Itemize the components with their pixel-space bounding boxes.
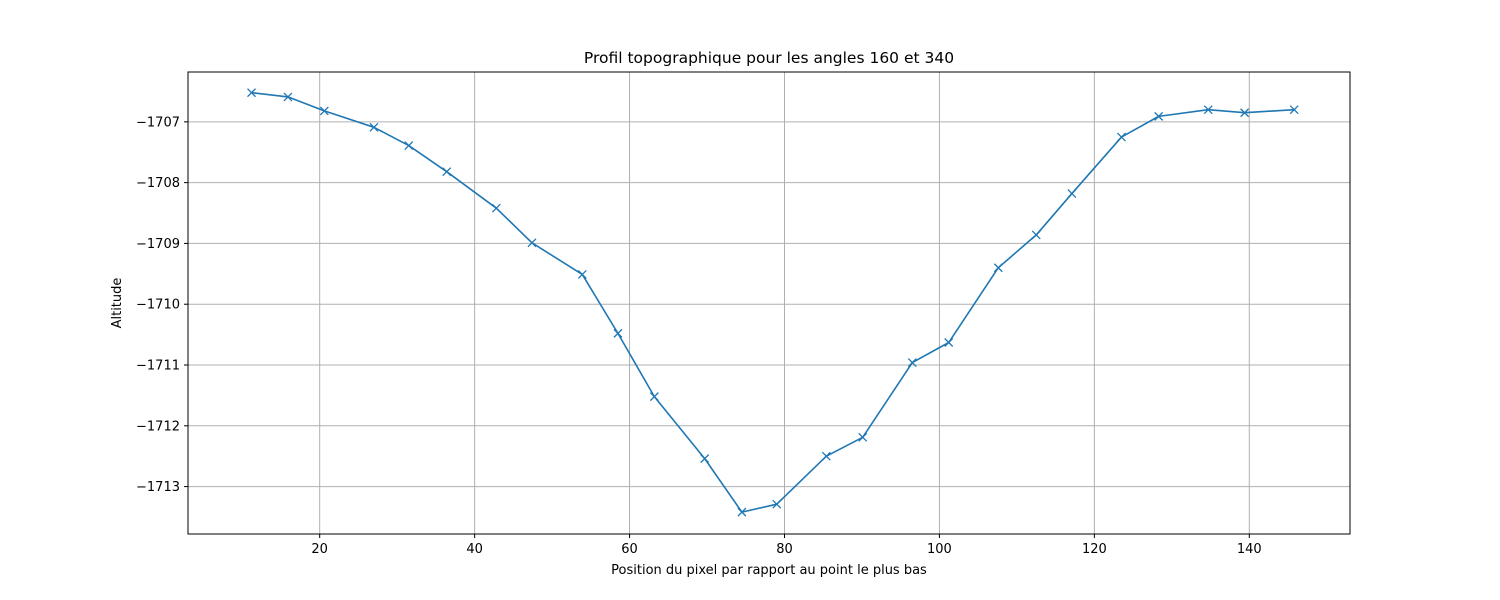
data-point xyxy=(404,141,414,151)
y-tick-label: −1712 xyxy=(136,419,180,434)
data-point xyxy=(527,238,537,248)
data-point xyxy=(772,499,782,509)
y-tick-label: −1711 xyxy=(136,359,180,374)
data-point xyxy=(821,451,831,461)
data-point xyxy=(1067,189,1077,199)
y-tick-label: −1709 xyxy=(136,237,180,252)
y-tick-label: −1708 xyxy=(136,176,180,191)
series-group xyxy=(247,88,1299,517)
data-point xyxy=(319,106,329,116)
y-tick-label: −1713 xyxy=(136,480,180,495)
data-point xyxy=(907,358,917,368)
x-tick-label: 20 xyxy=(311,542,328,557)
data-point xyxy=(1117,132,1126,142)
x-axis-ticks: 20 40 60 80 100 120 140 xyxy=(311,534,1262,557)
x-tick-label: 40 xyxy=(466,542,483,557)
data-point xyxy=(737,507,747,517)
series-line xyxy=(251,91,1295,513)
data-point xyxy=(247,88,256,98)
data-point xyxy=(1031,230,1041,240)
data-point xyxy=(1203,105,1213,115)
data-point xyxy=(649,392,659,402)
data-point xyxy=(1289,105,1299,115)
y-tick-label: −1710 xyxy=(136,298,180,313)
data-point xyxy=(369,122,379,132)
data-point xyxy=(993,263,1003,273)
x-tick-label: 60 xyxy=(621,542,638,557)
data-point xyxy=(577,269,587,279)
y-tick-label: −1707 xyxy=(136,115,180,130)
data-point xyxy=(700,454,710,464)
plot-frame xyxy=(187,71,1351,535)
x-axis-label: Position du pixel par rapport au point l… xyxy=(611,563,927,578)
x-tick-label: 100 xyxy=(927,542,952,557)
data-point xyxy=(858,432,868,442)
data-point xyxy=(944,338,954,347)
y-axis-label: Altitude xyxy=(110,278,125,329)
data-point xyxy=(1240,108,1250,118)
chart-title: Profil topographique pour les angles 160… xyxy=(584,49,954,67)
data-point xyxy=(613,328,623,338)
y-axis-ticks: −1707 −1708 −1709 −1710 −1711 −1712 −1713 xyxy=(136,115,188,495)
grid xyxy=(188,72,1350,534)
data-point xyxy=(442,167,452,177)
x-tick-label: 120 xyxy=(1082,542,1107,557)
x-tick-label: 140 xyxy=(1237,542,1262,557)
data-point xyxy=(283,92,293,102)
data-point xyxy=(491,203,501,213)
x-tick-label: 80 xyxy=(776,542,793,557)
data-point xyxy=(1154,111,1164,121)
